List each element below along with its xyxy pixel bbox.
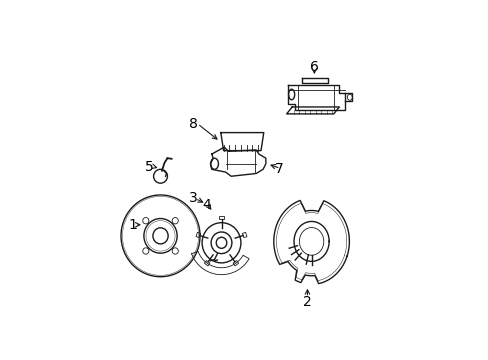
- Text: 6: 6: [309, 60, 318, 74]
- Text: 4: 4: [202, 198, 210, 212]
- Text: 3: 3: [189, 192, 198, 206]
- Text: 5: 5: [145, 159, 154, 174]
- Text: 2: 2: [303, 296, 311, 309]
- Text: 8: 8: [189, 117, 198, 131]
- Text: 1: 1: [128, 218, 137, 232]
- Text: 7: 7: [275, 162, 284, 176]
